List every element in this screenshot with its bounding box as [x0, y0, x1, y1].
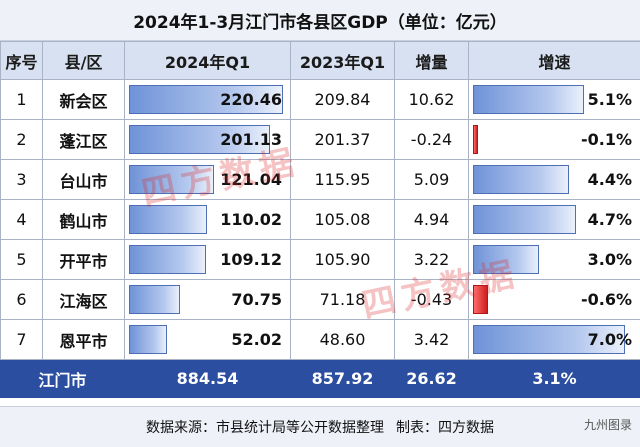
row-idx: 4: [1, 200, 43, 240]
row-region: 蓬江区: [43, 120, 125, 160]
row-increase: -0.43: [395, 280, 469, 320]
row-idx: 5: [1, 240, 43, 280]
total-increase: 26.62: [395, 360, 469, 398]
q1-2024-bar: [129, 245, 206, 274]
row-increase: -0.24: [395, 120, 469, 160]
row-q1-2024-cell: 110.02: [125, 200, 291, 240]
growth-value: 4.7%: [588, 200, 632, 239]
q1-2024-value: 52.02: [231, 320, 282, 359]
q1-2024-value: 220.46: [220, 80, 282, 119]
row-q1-2024-cell: 109.12: [125, 240, 291, 280]
row-idx: 1: [1, 80, 43, 120]
growth-bar: [473, 285, 488, 314]
q1-2024-value: 110.02: [220, 200, 282, 239]
total-q1-2023: 857.92: [291, 360, 395, 398]
total-region: 江门市: [1, 360, 125, 398]
row-idx: 6: [1, 280, 43, 320]
footer: 数据来源：市县统计局等公开数据整理 制表：四方数据: [0, 406, 640, 447]
q1-2024-value: 70.75: [231, 280, 282, 319]
growth-value: 3.0%: [588, 240, 632, 279]
row-region: 鹤山市: [43, 200, 125, 240]
footer-maker: 制表：四方数据: [396, 417, 494, 437]
row-increase: 10.62: [395, 80, 469, 120]
row-region: 恩平市: [43, 320, 125, 360]
q1-2024-bar: [129, 205, 207, 234]
header-row: 序号 县/区 2024年Q1 2023年Q1 增量 增速: [1, 42, 640, 80]
row-region: 开平市: [43, 240, 125, 280]
row-growth-cell: 4.4%: [469, 160, 640, 200]
row-q1-2023: 105.08: [291, 200, 395, 240]
footer-source: 数据来源：市县统计局等公开数据整理: [146, 417, 384, 437]
total-q1-2024: 884.54: [125, 360, 291, 398]
row-region: 台山市: [43, 160, 125, 200]
growth-value: -0.6%: [581, 280, 632, 319]
q1-2024-bar: [129, 325, 167, 354]
header-q1-2023: 2023年Q1: [291, 42, 395, 80]
growth-bar: [473, 125, 478, 154]
header-region: 县/区: [43, 42, 125, 80]
row-idx: 7: [1, 320, 43, 360]
header-q1-2024: 2024年Q1: [125, 42, 291, 80]
total-row: 江门市 884.54 857.92 26.62 3.1%: [1, 360, 640, 398]
row-q1-2024-cell: 220.46: [125, 80, 291, 120]
header-increase: 增量: [395, 42, 469, 80]
q1-2024-bar: [129, 285, 180, 314]
growth-value: 7.0%: [588, 320, 632, 359]
row-growth-cell: -0.1%: [469, 120, 640, 160]
row-q1-2023: 71.18: [291, 280, 395, 320]
header-idx: 序号: [1, 42, 43, 80]
growth-value: -0.1%: [581, 120, 632, 159]
table-title: 2024年1-3月江门市各县区GDP（单位：亿元）: [0, 0, 640, 41]
total-growth: 3.1%: [469, 360, 640, 398]
row-q1-2024-cell: 121.04: [125, 160, 291, 200]
row-q1-2023: 209.84: [291, 80, 395, 120]
q1-2024-value: 201.13: [220, 120, 282, 159]
header-growth: 增速: [469, 42, 640, 80]
row-increase: 4.94: [395, 200, 469, 240]
row-q1-2023: 115.95: [291, 160, 395, 200]
q1-2024-value: 121.04: [220, 160, 282, 199]
row-increase: 3.22: [395, 240, 469, 280]
q1-2024-bar: [129, 165, 214, 194]
row-q1-2024-cell: 52.02: [125, 320, 291, 360]
row-growth-cell: 4.7%: [469, 200, 640, 240]
row-region: 新会区: [43, 80, 125, 120]
q1-2024-value: 109.12: [220, 240, 282, 279]
row-q1-2023: 48.60: [291, 320, 395, 360]
row-increase: 3.42: [395, 320, 469, 360]
row-increase: 5.09: [395, 160, 469, 200]
row-growth-cell: 7.0%: [469, 320, 640, 360]
corner-mark: 九州图录: [584, 416, 632, 433]
row-q1-2024-cell: 201.13: [125, 120, 291, 160]
row-q1-2023: 105.90: [291, 240, 395, 280]
growth-value: 5.1%: [588, 80, 632, 119]
row-growth-cell: -0.6%: [469, 280, 640, 320]
growth-bar: [473, 245, 539, 274]
growth-bar: [473, 205, 576, 234]
row-idx: 3: [1, 160, 43, 200]
growth-value: 4.4%: [588, 160, 632, 199]
row-growth-cell: 3.0%: [469, 240, 640, 280]
growth-bar: [473, 165, 569, 194]
row-q1-2024-cell: 70.75: [125, 280, 291, 320]
row-q1-2023: 201.37: [291, 120, 395, 160]
growth-bar: [473, 85, 584, 114]
row-region: 江海区: [43, 280, 125, 320]
row-growth-cell: 5.1%: [469, 80, 640, 120]
row-idx: 2: [1, 120, 43, 160]
